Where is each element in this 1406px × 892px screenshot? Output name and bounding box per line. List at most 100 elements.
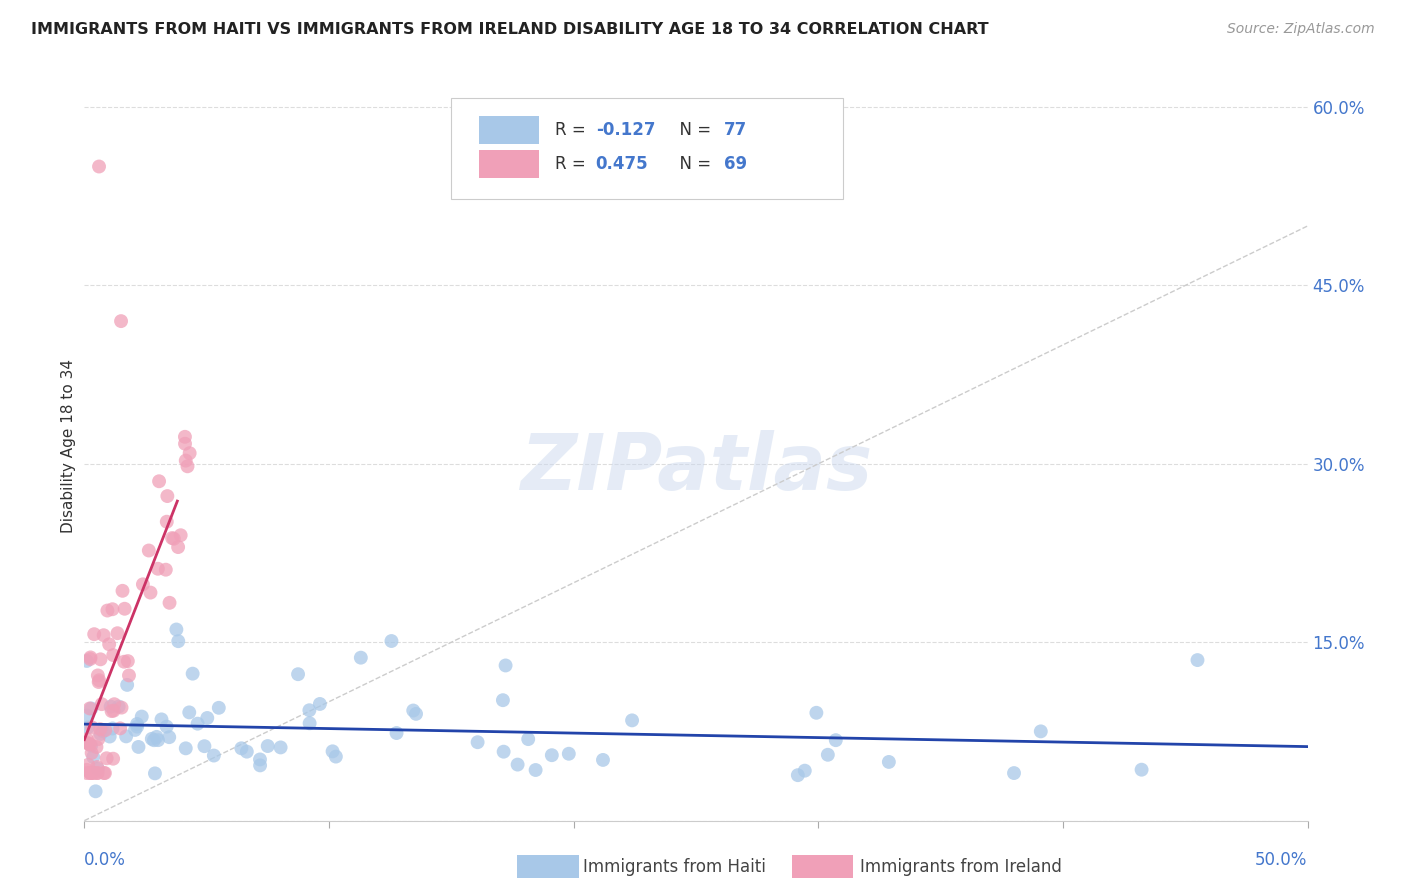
Point: [270, 740, 292, 755]
Point: [103, 697, 125, 711]
Point: [506, 757, 529, 772]
Point: [77, 757, 100, 772]
Point: [174, 436, 197, 450]
Point: [195, 711, 218, 725]
Point: [127, 739, 149, 754]
Point: [125, 717, 148, 731]
Point: [146, 733, 169, 747]
Point: [86, 760, 108, 774]
Point: [84, 784, 107, 798]
Point: [806, 706, 828, 720]
Point: [156, 515, 179, 529]
Point: [79, 652, 101, 666]
Point: [143, 766, 166, 780]
Point: [142, 733, 165, 747]
Point: [558, 747, 581, 761]
Point: [114, 601, 136, 615]
Point: [79, 701, 101, 715]
Point: [118, 668, 141, 682]
Text: 69: 69: [724, 154, 747, 172]
Text: Immigrants from Haiti: Immigrants from Haiti: [583, 858, 766, 876]
Point: [156, 489, 179, 503]
Point: [107, 626, 129, 640]
Point: [193, 739, 215, 754]
Point: [325, 749, 347, 764]
Point: [1187, 653, 1209, 667]
FancyBboxPatch shape: [479, 116, 540, 144]
Point: [298, 703, 321, 717]
Point: [87, 732, 110, 747]
Text: N =: N =: [669, 120, 717, 139]
Point: [112, 655, 135, 669]
FancyBboxPatch shape: [451, 97, 842, 199]
Point: [145, 730, 167, 744]
Point: [87, 675, 110, 690]
Point: [87, 668, 110, 682]
Point: [157, 730, 180, 744]
Point: [100, 704, 122, 718]
Point: [1130, 763, 1153, 777]
Point: [79, 766, 101, 780]
Point: [82, 750, 104, 764]
Point: [87, 160, 110, 174]
Point: [96, 603, 118, 617]
Point: [824, 733, 846, 747]
Point: [231, 741, 253, 756]
Point: [110, 314, 132, 328]
Point: [495, 658, 517, 673]
Point: [80, 746, 103, 760]
Point: [110, 700, 132, 714]
Text: ZIPatlas: ZIPatlas: [520, 431, 872, 507]
Point: [309, 697, 332, 711]
Point: [176, 459, 198, 474]
Point: [82, 721, 104, 735]
Point: [174, 453, 197, 467]
Point: [170, 528, 193, 542]
Point: [249, 752, 271, 766]
Point: [492, 693, 515, 707]
Point: [524, 763, 547, 777]
Point: [76, 736, 98, 750]
Point: [80, 766, 103, 780]
Point: [76, 766, 98, 780]
Point: [83, 627, 105, 641]
Point: [80, 739, 103, 753]
Point: [117, 654, 139, 668]
Text: 0.475: 0.475: [596, 154, 648, 172]
Point: [187, 716, 209, 731]
Point: [467, 735, 489, 749]
Point: [540, 748, 562, 763]
Point: [132, 577, 155, 591]
Point: [89, 722, 111, 736]
Point: [249, 758, 271, 772]
Point: [146, 562, 169, 576]
Text: IMMIGRANTS FROM HAITI VS IMMIGRANTS FROM IRELAND DISABILITY AGE 18 TO 34 CORRELA: IMMIGRANTS FROM HAITI VS IMMIGRANTS FROM…: [31, 22, 988, 37]
Point: [1029, 724, 1052, 739]
Text: 50.0%: 50.0%: [1256, 851, 1308, 869]
Text: 0.0%: 0.0%: [84, 851, 127, 869]
Point: [87, 762, 110, 776]
Point: [111, 583, 134, 598]
Point: [160, 531, 183, 545]
Point: [287, 667, 309, 681]
Point: [86, 766, 108, 780]
Point: [86, 739, 108, 754]
Point: [167, 634, 190, 648]
Point: [236, 745, 259, 759]
Point: [621, 714, 644, 728]
Point: [179, 446, 201, 460]
Point: [89, 673, 111, 688]
Point: [181, 666, 204, 681]
Point: [94, 723, 117, 738]
Text: -0.127: -0.127: [596, 120, 655, 139]
Point: [76, 763, 98, 777]
Point: [877, 755, 900, 769]
Point: [402, 704, 425, 718]
Point: [77, 737, 100, 751]
Point: [163, 532, 186, 546]
Point: [179, 706, 201, 720]
Point: [124, 723, 146, 737]
Point: [101, 752, 124, 766]
Point: [202, 748, 225, 763]
Point: [91, 724, 114, 739]
